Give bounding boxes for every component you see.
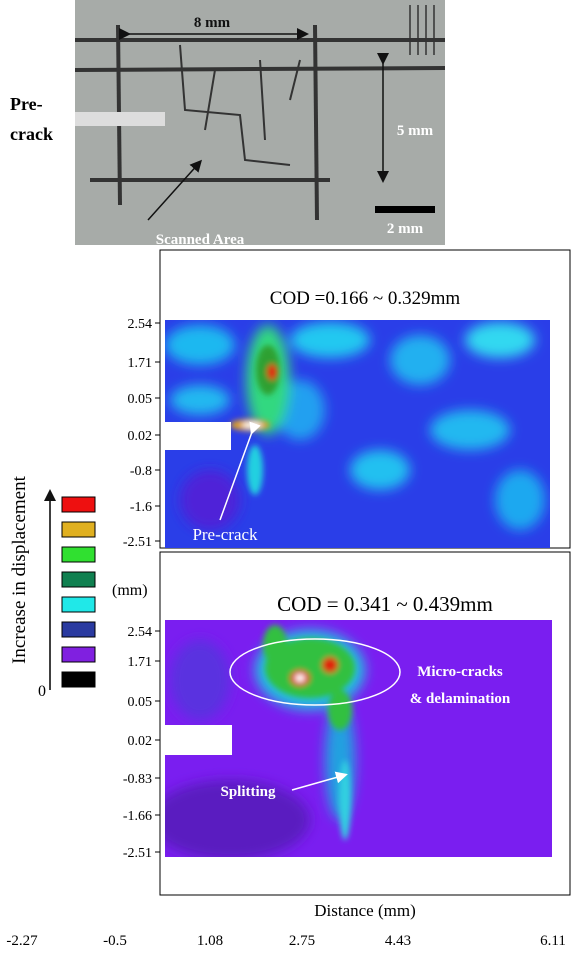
y-tick-label: 0.02: [128, 734, 153, 749]
y-tick-label: 1.71: [128, 655, 153, 670]
x-tick-label: 4.43: [385, 933, 411, 949]
precrack-annotation: Pre-crack: [192, 525, 258, 544]
scale-label: 2 mm: [387, 221, 424, 237]
precrack-label: crack: [10, 124, 53, 144]
x-tick-label: 2.75: [289, 933, 315, 949]
y-tick-label: -1.66: [123, 809, 152, 824]
y-tick-label: 0.02: [128, 429, 153, 444]
color-legend: [62, 497, 95, 687]
figure: 8 mm 5 mm 2 mm Scanned Area Pre- crack C…: [0, 0, 572, 951]
micro-annotation: Micro-cracks: [417, 664, 503, 680]
x-axis-label: Distance (mm): [314, 901, 416, 920]
height-label: 5 mm: [397, 123, 434, 139]
y-tick-label: 0.05: [128, 392, 153, 407]
micro-annotation: & delamination: [410, 691, 511, 707]
y-tick-label: 1.71: [128, 356, 153, 371]
x-tick-label: -2.27: [6, 933, 38, 949]
legend-zero: 0: [38, 683, 46, 700]
panel-title: COD = 0.341 ~ 0.439mm: [277, 592, 493, 616]
x-tick-label: -0.5: [103, 933, 127, 949]
x-tick-label: 1.08: [197, 933, 223, 949]
y-tick-label: -0.83: [123, 772, 152, 787]
y-tick-label: 2.54: [128, 625, 153, 640]
width-label: 8 mm: [194, 15, 231, 31]
splitting-annotation: Splitting: [220, 784, 276, 800]
y-tick-label: -2.51: [123, 535, 152, 550]
legend-title: Increase in displacement: [9, 475, 30, 664]
y-tick-label: 2.54: [128, 317, 153, 332]
y-tick-label: -2.51: [123, 846, 152, 861]
y-tick-label: -1.6: [130, 500, 152, 515]
scanned-label: Scanned Area: [156, 232, 245, 248]
specimen-photo: 8 mm 5 mm 2 mm Scanned Area: [75, 0, 445, 248]
y-tick-label: 0.05: [128, 695, 153, 710]
x-tick-label: 6.11: [540, 933, 566, 949]
y-tick-label: -0.8: [130, 464, 152, 479]
legend-unit: (mm): [112, 582, 148, 599]
precrack-label: Pre-: [10, 94, 43, 114]
panel-title: COD =0.166 ~ 0.329mm: [270, 288, 461, 309]
heatmap: [150, 620, 552, 860]
